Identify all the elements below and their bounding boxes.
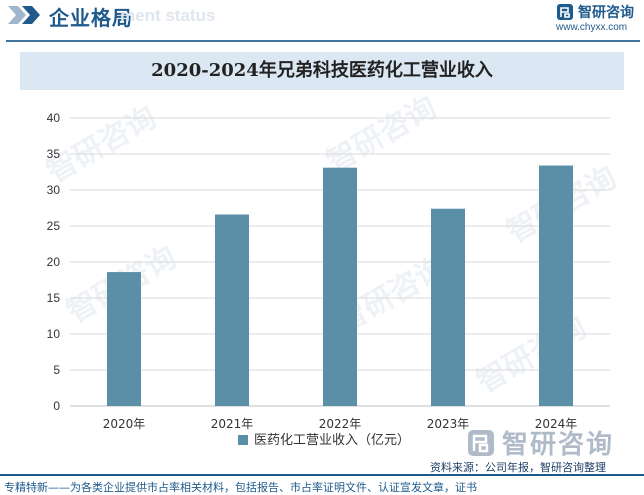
source-note: 资料来源：公司年报，智研咨询整理 bbox=[430, 461, 606, 474]
footer-logo-name: 智研咨询 bbox=[502, 430, 615, 460]
x-tick-label: 2022年 bbox=[319, 417, 362, 431]
x-tick-label: 2020年 bbox=[103, 417, 146, 431]
y-tick-label: 35 bbox=[47, 147, 61, 161]
page-header: 企业格局 ment status 智研咨询 www.chyxx.com bbox=[0, 0, 644, 34]
y-tick-label: 40 bbox=[47, 111, 61, 125]
section-title: 企业格局 bbox=[49, 6, 133, 30]
y-tick-label: 30 bbox=[47, 183, 61, 197]
bar-chart: 0 5 10 15 20 25 30 35 40 2020年 2021年 2022年 2023年 2024… bbox=[47, 111, 610, 448]
double-chevron-icon bbox=[8, 6, 40, 24]
bar bbox=[215, 214, 249, 406]
chart-title-band: 2020-2024年兄弟科技医药化工营业收入 bbox=[20, 52, 624, 90]
footer-divider bbox=[0, 474, 644, 476]
section-subtitle-ghost: ment status bbox=[120, 6, 216, 25]
chart-title: 2020-2024年兄弟科技医药化工营业收入 bbox=[151, 60, 493, 81]
footer-tagline: 专精特新——为各类企业提供市占率相关材料，包括报告、市占率证明文件、认证宣发文章… bbox=[4, 481, 477, 494]
y-tick-label: 20 bbox=[47, 255, 61, 269]
bar bbox=[539, 165, 573, 406]
legend-swatch bbox=[238, 435, 248, 445]
footer-logo: 智研咨询 bbox=[466, 424, 614, 461]
brand: 智研咨询 bbox=[556, 2, 634, 22]
bar bbox=[431, 208, 465, 406]
header-divider bbox=[6, 40, 640, 42]
y-tick-label: 10 bbox=[47, 327, 61, 341]
legend-label: 医药化工营业收入（亿元） bbox=[254, 433, 410, 448]
y-tick-label: 5 bbox=[53, 363, 60, 377]
bar bbox=[107, 272, 141, 406]
y-tick-label: 0 bbox=[53, 399, 60, 413]
bar bbox=[323, 167, 357, 406]
brand-name: 智研咨询 bbox=[578, 5, 634, 21]
brand-url: www.chyxx.com bbox=[556, 22, 628, 33]
footer-logo-icon bbox=[468, 429, 494, 456]
x-tick-label: 2021年 bbox=[211, 417, 254, 431]
x-tick-label: 2024年 bbox=[535, 417, 578, 431]
y-tick-label: 25 bbox=[47, 219, 61, 233]
x-tick-label: 2023年 bbox=[427, 417, 470, 431]
brand-logo-icon bbox=[557, 4, 573, 20]
y-tick-label: 15 bbox=[47, 291, 61, 305]
